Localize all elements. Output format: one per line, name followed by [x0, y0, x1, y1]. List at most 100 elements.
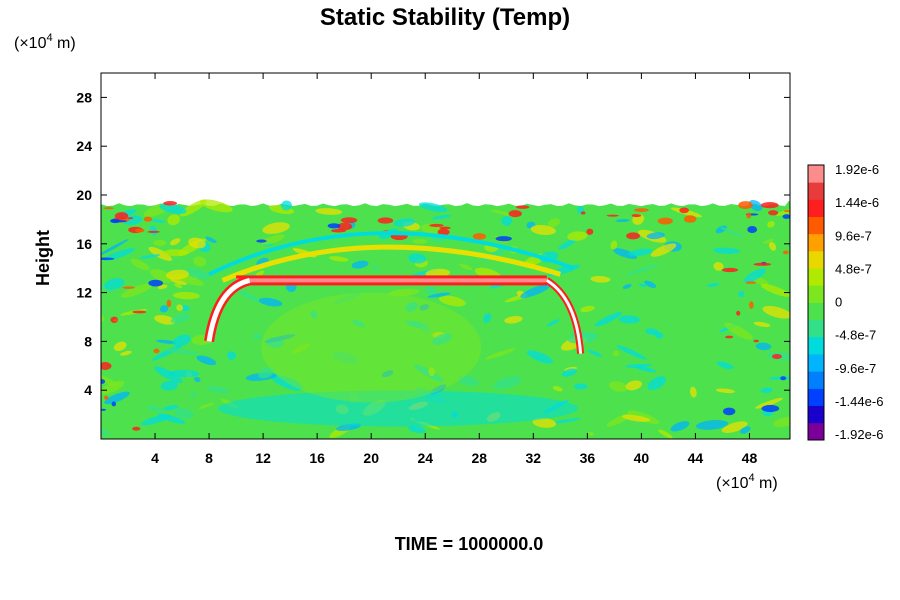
colorbar-swatch: [808, 388, 824, 407]
field-spot: [771, 353, 782, 359]
field-streak: [140, 254, 161, 259]
field-streak: [753, 321, 771, 328]
field-streak: [561, 368, 577, 377]
field-lower-band: [218, 390, 579, 427]
field-spot: [738, 201, 753, 210]
x-unit-exponent: 4: [748, 472, 754, 484]
field-streak: [618, 315, 640, 324]
field-streak: [721, 421, 748, 433]
colorbar-label: 9.6e-7: [835, 228, 872, 243]
y-tick-label: 12: [76, 285, 92, 301]
field-spot: [153, 348, 160, 354]
field-streak: [281, 200, 292, 211]
field-streak: [258, 297, 283, 307]
x-tick-label: 32: [526, 450, 542, 466]
field-streak: [458, 375, 479, 386]
x-unit-prefix: (×10: [716, 475, 749, 492]
field-spot: [147, 230, 160, 233]
field-spot: [768, 210, 779, 216]
field-streak: [227, 351, 237, 360]
field-spot: [679, 207, 689, 214]
heatmap-field: [101, 199, 790, 439]
field-spot: [327, 223, 341, 229]
field-streak: [558, 238, 577, 250]
field-streak: [150, 269, 174, 283]
field-spot: [132, 310, 147, 314]
field-spot: [135, 228, 145, 233]
field-streak: [101, 428, 110, 436]
field-streak: [763, 238, 774, 244]
field-spot: [782, 214, 790, 219]
colorbar-label: -9.6e-7: [835, 361, 876, 376]
field-spot: [749, 301, 754, 309]
colorbar-label: 4.8e-7: [835, 261, 872, 276]
field-streak: [157, 413, 186, 424]
field-streak: [767, 221, 775, 228]
x-tick-label: 20: [363, 450, 379, 466]
field-spot: [580, 211, 586, 215]
field-spot: [753, 262, 772, 266]
field-streak: [261, 234, 285, 245]
y-unit-prefix: (×10: [14, 35, 47, 52]
field-streak: [262, 222, 290, 234]
colorbar-label: -4.8e-7: [835, 328, 876, 343]
x-tick-label: 36: [580, 450, 596, 466]
field-streak: [176, 304, 184, 311]
field-streak: [431, 214, 452, 220]
field-spot: [736, 310, 741, 316]
field-streak: [627, 264, 658, 275]
field-streak: [483, 313, 492, 324]
x-tick-label: 12: [255, 450, 271, 466]
field-streak: [438, 295, 466, 307]
field-streak: [738, 290, 745, 298]
field-spot: [132, 426, 141, 431]
field-streak: [612, 350, 620, 357]
field-streak: [744, 268, 767, 283]
field-streak: [421, 324, 431, 334]
field-streak: [168, 369, 200, 378]
field-streak: [587, 431, 595, 436]
field-streak: [610, 240, 618, 250]
field-spot: [110, 219, 128, 223]
field-streak: [580, 305, 595, 313]
field-streak: [775, 208, 790, 216]
field-spot: [722, 407, 736, 416]
field-streak: [425, 286, 437, 296]
field-streak: [650, 243, 677, 257]
field-streak: [628, 248, 653, 257]
colorbar-swatch: [808, 371, 824, 389]
field-spot: [508, 210, 522, 218]
field-streak: [170, 238, 181, 246]
y-unit-suffix: m): [53, 35, 76, 52]
field-streak: [170, 313, 191, 324]
field-streak: [188, 237, 206, 249]
field-spot: [780, 376, 787, 381]
colorbar: 1.92e-6 1.44e-6 9.6e-7 4.8e-7 0 -4.8e-7 -9.6e-…: [807, 162, 883, 442]
field-streak: [264, 334, 296, 343]
field-spot: [586, 228, 594, 235]
field-streak: [199, 199, 233, 213]
field-streak: [104, 391, 130, 405]
field-streak: [646, 232, 665, 240]
field-spot: [122, 286, 135, 289]
y-tick-label: 28: [76, 89, 92, 105]
field-streak: [638, 283, 647, 288]
field-streak: [174, 408, 194, 419]
x-tick-label: 24: [417, 450, 433, 466]
stable-band-inner: [236, 278, 547, 283]
field-streak: [760, 387, 773, 394]
field-spot: [101, 257, 115, 261]
field-streak: [167, 214, 181, 226]
field-spot: [783, 209, 790, 213]
field-spot: [626, 232, 641, 240]
field-streak: [762, 305, 790, 319]
plot-frame: [100, 72, 791, 440]
field-streak: [146, 405, 164, 413]
y-unit-exponent: 4: [46, 32, 52, 44]
field-streak: [193, 256, 207, 267]
field-streak: [625, 363, 652, 368]
field-spot: [336, 222, 353, 231]
field-spot: [747, 226, 758, 233]
field-core: [261, 292, 482, 403]
x-tick-label: 4: [151, 450, 159, 466]
